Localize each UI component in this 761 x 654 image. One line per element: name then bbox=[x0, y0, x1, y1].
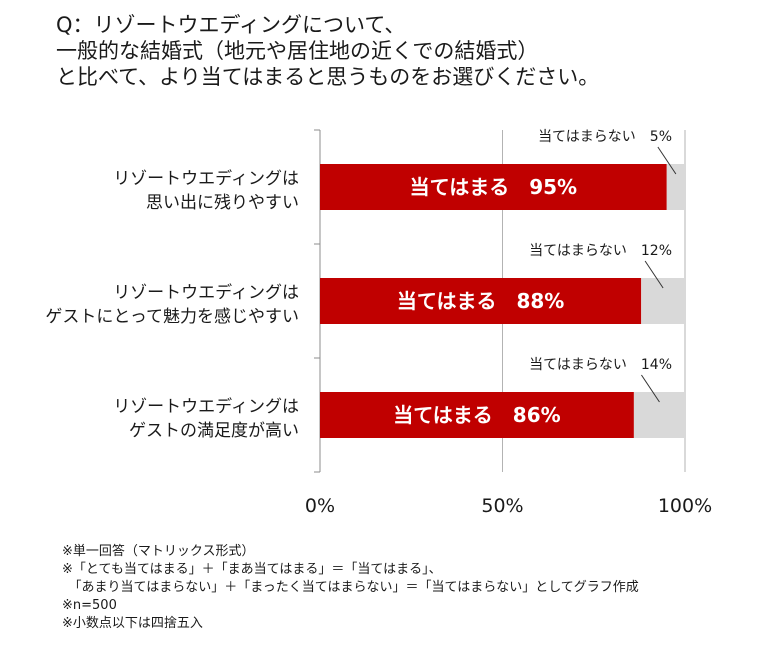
footnote: 「あまり当てはまらない」＋「まったく当てはまらない」＝「当てはまらない」としてグ… bbox=[62, 580, 639, 595]
callout-label: 当てはまらない 14% bbox=[529, 357, 672, 373]
footnotes: ※単一回答（マトリックス形式） ※「とても当てはまる」＋「まあ当てはまる」＝「当… bbox=[62, 543, 639, 633]
bar-disagree bbox=[666, 164, 685, 210]
footnote: ※「とても当てはまる」＋「まあ当てはまる」＝「当てはまる」、 bbox=[62, 562, 442, 577]
category-label: ゲストの満足度が高い bbox=[129, 421, 299, 441]
footnote: ※単一回答（マトリックス形式） bbox=[62, 544, 255, 559]
bar-disagree bbox=[633, 392, 685, 438]
x-tick-label: 0% bbox=[305, 495, 335, 517]
category-label: リゾートウエディングは bbox=[113, 396, 299, 417]
question-line: と比べて、より当てはまると思うものをお選びください。 bbox=[56, 65, 600, 89]
question-text: Q：リゾートウエディングについて、 一般的な結婚式（地元や居住地の近くでの結婚式… bbox=[56, 12, 599, 90]
footnote: ※n=500 bbox=[62, 598, 117, 613]
x-tick-label: 50% bbox=[481, 495, 523, 517]
callout-label: 当てはまらない 5% bbox=[538, 129, 672, 145]
callout-label: 当てはまらない 12% bbox=[529, 243, 672, 259]
callout-leader-line bbox=[657, 146, 677, 175]
question-line: Q：リゾートウエディングについて、 bbox=[56, 13, 406, 37]
bar-data-label: 当てはまる 86% bbox=[393, 403, 560, 427]
bar-data-label: 当てはまる 88% bbox=[397, 289, 564, 313]
callout-leader-line bbox=[644, 260, 664, 289]
category-label: ゲストにとって魅力を感じやすい bbox=[45, 307, 299, 327]
bar-agree bbox=[320, 278, 642, 324]
bar-agree bbox=[320, 392, 634, 438]
stacked-bar-chart: 当てはまる 95%当てはまらない 5%リゾートウエディングは思い出に残りやすい当… bbox=[45, 129, 712, 517]
bar-data-label: 当てはまる 95% bbox=[410, 175, 577, 199]
footnote: ※小数点以下は四捨五入 bbox=[62, 616, 203, 631]
category-label: リゾートウエディングは bbox=[113, 168, 299, 189]
category-label: 思い出に残りやすい bbox=[146, 193, 299, 213]
x-tick-label: 100% bbox=[658, 495, 712, 517]
bar-disagree bbox=[641, 278, 685, 324]
category-label: リゾートウエディングは bbox=[113, 282, 299, 303]
callout-leader-line bbox=[641, 374, 660, 403]
question-line: 一般的な結婚式（地元や居住地の近くでの結婚式） bbox=[56, 39, 539, 63]
bar-agree bbox=[320, 164, 667, 210]
